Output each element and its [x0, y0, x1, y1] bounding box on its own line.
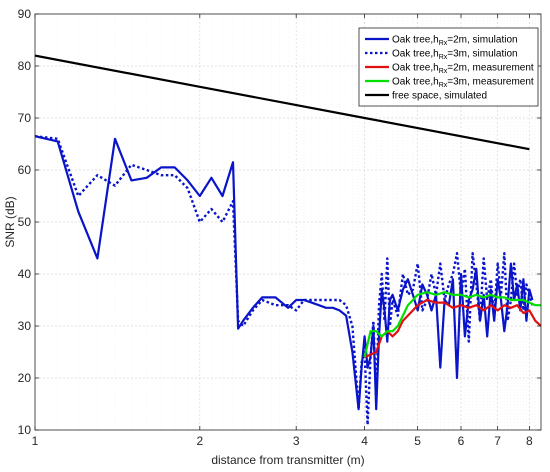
x-axis-title: distance from transmitter (m) [211, 453, 364, 467]
legend-label-4: Oak tree,hRx=3m, measurement [392, 77, 534, 90]
y-tick-label: 20 [18, 371, 32, 385]
y-tick-label: 10 [18, 423, 32, 437]
x-tick-label: 2 [196, 434, 203, 448]
x-tick-label: 6 [458, 434, 465, 448]
x-tick-label: 1 [32, 434, 39, 448]
x-tick-label: 4 [361, 434, 368, 448]
x-tick-label: 8 [526, 434, 533, 448]
tick-layer: 1 2 3 4 5 6 7 8 10 20 30 40 50 60 70 80 90 [18, 7, 541, 448]
x-tick-label: 3 [293, 434, 300, 448]
y-tick-label: 60 [18, 163, 32, 177]
y-axis-title: SNR (dB) [3, 196, 17, 247]
y-tick-label: 70 [18, 111, 32, 125]
legend-label-5: free space, simulated [392, 91, 487, 102]
series-line-5 [35, 54, 530, 151]
series-line-4 [363, 291, 541, 358]
series-line-2 [35, 135, 534, 426]
y-tick-label: 30 [18, 319, 32, 333]
legend-label-3: Oak tree,hRx=2m, measurement [392, 63, 534, 76]
series-line-3 [364, 298, 541, 359]
x-tick-label: 7 [494, 434, 501, 448]
y-tick-label: 90 [18, 7, 32, 21]
x-tick-label: 5 [414, 434, 421, 448]
y-tick-label: 80 [18, 59, 32, 73]
legend-label-1: Oak tree,hRx=2m, simulation [392, 35, 518, 48]
legend-label-2: Oak tree,hRx=3m, simulation [392, 49, 518, 62]
series-layer [35, 54, 541, 426]
y-tick-label: 50 [18, 215, 32, 229]
y-tick-label: 40 [18, 267, 32, 281]
